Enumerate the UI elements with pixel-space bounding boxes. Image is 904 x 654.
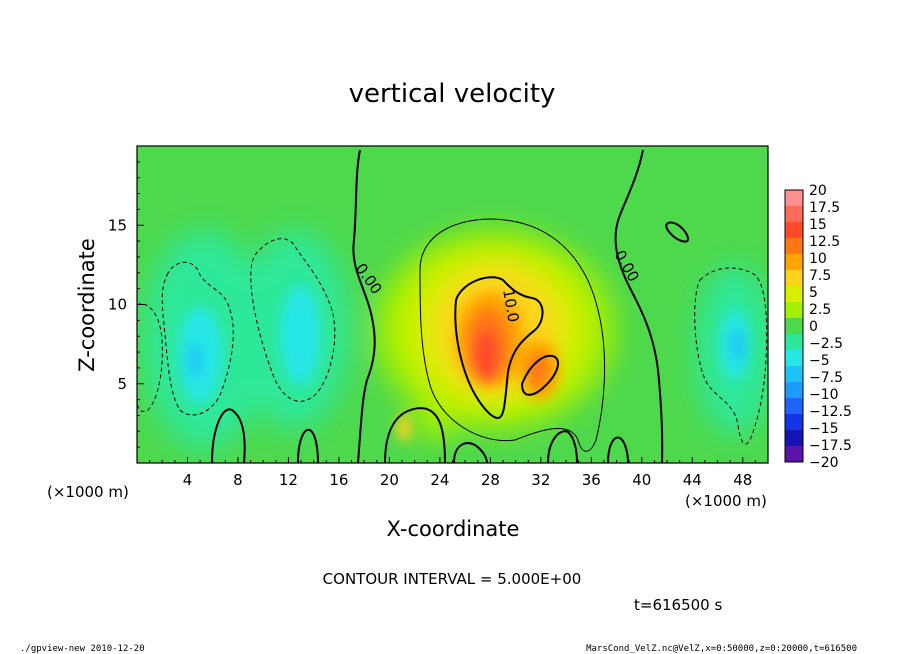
zero-contours bbox=[211, 149, 690, 463]
colorbar-swatch bbox=[785, 318, 803, 335]
contour-interval-text: CONTOUR INTERVAL = 5.000E+00 bbox=[323, 570, 582, 588]
colorbar-label: −7.5 bbox=[809, 370, 843, 386]
x-tick-label: 28 bbox=[481, 471, 500, 489]
plot-area bbox=[137, 146, 768, 463]
colorbar-label: 15 bbox=[809, 217, 827, 233]
colorbar-swatch bbox=[785, 190, 803, 207]
colorbar-swatch bbox=[785, 446, 803, 463]
x-unit-label-left: (×1000 m) bbox=[47, 483, 129, 501]
y-tick-label: 10 bbox=[108, 296, 127, 314]
colorbar-swatch bbox=[785, 238, 803, 255]
colorbar-swatch bbox=[785, 366, 803, 383]
x-tick-label: 20 bbox=[380, 471, 399, 489]
x-tick-label: 40 bbox=[632, 471, 651, 489]
colorbar-swatch bbox=[785, 206, 803, 223]
colorbar-swatch bbox=[785, 222, 803, 239]
time-label: t=616500 s bbox=[634, 596, 722, 614]
colorbar-label: 17.5 bbox=[809, 200, 840, 216]
field-core-shading bbox=[178, 285, 750, 442]
x-tick-label: 16 bbox=[329, 471, 348, 489]
colorbar-label: −2.5 bbox=[809, 336, 843, 352]
colorbar-swatch bbox=[785, 286, 803, 303]
x-tick-label: 48 bbox=[733, 471, 752, 489]
colorbar-swatch bbox=[785, 302, 803, 319]
colorbar-label: −15 bbox=[809, 421, 839, 437]
colorbar-label: 10 bbox=[809, 251, 827, 267]
footer-right: MarsCond_VelZ.nc@VelZ,x=0:50000,z=0:2000… bbox=[586, 644, 857, 654]
colorbar-swatch bbox=[785, 430, 803, 447]
colorbar-swatch bbox=[785, 414, 803, 431]
x-tick-label: 36 bbox=[582, 471, 601, 489]
colorbar-label: 0 bbox=[809, 319, 818, 335]
y-tick-label: 15 bbox=[108, 216, 127, 234]
x-axis-label: X-coordinate bbox=[387, 517, 520, 541]
colorbar-label: −20 bbox=[809, 455, 839, 471]
y-axis-ticks: 5 10 15 bbox=[108, 161, 144, 448]
colorbar-swatch bbox=[785, 382, 803, 399]
x-tick-label: 12 bbox=[279, 471, 298, 489]
colorbar-label: −17.5 bbox=[809, 438, 852, 454]
x-unit-label-right: (×1000 m) bbox=[685, 492, 767, 510]
x-tick-label: 44 bbox=[683, 471, 702, 489]
colorbar-swatch bbox=[785, 270, 803, 287]
colorbar-swatch bbox=[785, 334, 803, 351]
contour-label-ten: 10.0 bbox=[499, 288, 523, 324]
colorbar-label: 12.5 bbox=[809, 234, 840, 250]
colorbar-swatch bbox=[785, 350, 803, 367]
colorbar-label: 20 bbox=[809, 183, 827, 199]
negative-contours bbox=[137, 238, 768, 445]
y-tick-label: 5 bbox=[117, 375, 127, 393]
colorbar: 2017.51512.5107.552.50−2.5−5−7.5−10−12.5… bbox=[784, 183, 852, 471]
x-tick-label: 8 bbox=[233, 471, 243, 489]
colorbar-label: −10 bbox=[809, 387, 839, 403]
footer-left: ./gpview-new 2010-12-20 bbox=[20, 644, 145, 654]
x-tick-label: 32 bbox=[531, 471, 550, 489]
colorbar-swatch bbox=[785, 398, 803, 415]
chart-title: vertical velocity bbox=[349, 79, 556, 109]
y-axis-label: Z-coordinate bbox=[75, 238, 99, 372]
x-axis-ticks: 4 8 12 16 20 24 28 32 36 40 44 48 bbox=[149, 457, 756, 489]
positive-contour-5 bbox=[419, 218, 606, 452]
colorbar-label: −12.5 bbox=[809, 404, 852, 420]
x-tick-label: 24 bbox=[430, 471, 449, 489]
colorbar-label: −5 bbox=[809, 353, 830, 369]
colorbar-label: 2.5 bbox=[809, 302, 831, 318]
x-tick-label: 4 bbox=[183, 471, 193, 489]
colorbar-label: 5 bbox=[809, 285, 818, 301]
positive-contour-10 bbox=[454, 276, 559, 420]
colorbar-label: 7.5 bbox=[809, 268, 831, 284]
colorbar-frame bbox=[784, 189, 804, 463]
colorbar-swatch bbox=[785, 254, 803, 271]
